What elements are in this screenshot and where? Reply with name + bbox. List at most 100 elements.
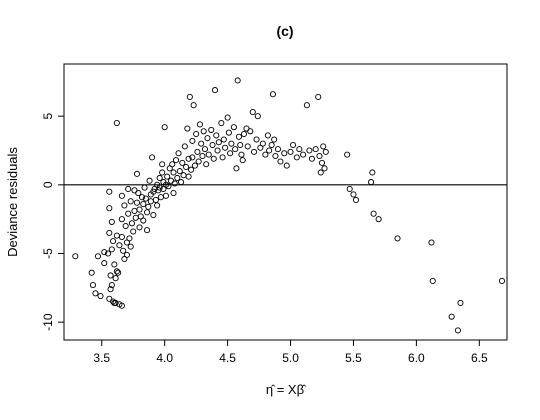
- data-point-84: [162, 192, 169, 199]
- data-point-90: [170, 169, 177, 176]
- data-point-103: [185, 155, 192, 162]
- x-tick-label: 3.5: [93, 351, 110, 365]
- data-point-187: [368, 179, 375, 186]
- data-point-123: [209, 141, 216, 149]
- data-point-25: [113, 119, 120, 127]
- data-point-148: [247, 128, 254, 135]
- data-point-100: [181, 143, 188, 150]
- data-point-120: [204, 135, 211, 142]
- data-point-166: [287, 148, 294, 155]
- data-point-118: [201, 146, 209, 153]
- data-point-8: [104, 250, 112, 257]
- data-point-102: [184, 125, 191, 132]
- data-point-173: [308, 155, 315, 162]
- data-point-69: [150, 211, 157, 219]
- data-point-34: [120, 247, 127, 254]
- data-point-26: [113, 268, 120, 275]
- data-point-130: [219, 154, 226, 161]
- data-point-94: [174, 174, 181, 182]
- data-point-47: [131, 207, 138, 214]
- data-point-46: [130, 228, 137, 235]
- data-point-63: [145, 203, 152, 210]
- x-axis-label: η̂ = Xβ̂: [266, 382, 307, 397]
- data-point-178: [318, 159, 326, 166]
- data-point-56: [138, 194, 146, 201]
- data-point-161: [272, 152, 279, 160]
- data-point-82: [161, 124, 168, 131]
- data-point-52: [135, 190, 142, 197]
- data-point-17: [108, 246, 115, 253]
- data-point-185: [352, 196, 360, 203]
- y-tick-label: -5: [41, 248, 55, 259]
- data-point-45: [128, 220, 136, 227]
- data-point-167: [290, 141, 297, 149]
- data-point-15: [108, 282, 115, 289]
- data-point-132: [222, 144, 229, 151]
- data-point-101: [183, 163, 190, 171]
- data-point-144: [239, 157, 246, 164]
- data-point-110: [191, 162, 198, 169]
- data-point-150: [250, 148, 258, 155]
- data-point-75: [156, 174, 163, 182]
- data-point-195: [457, 299, 464, 306]
- data-point-27: [115, 269, 122, 276]
- data-point-156: [264, 132, 271, 139]
- data-point-0: [72, 253, 79, 260]
- data-point-176: [316, 152, 323, 160]
- data-point-147: [244, 143, 251, 150]
- y-axis: -10 -5 0 5: [41, 113, 64, 331]
- data-point-12: [106, 229, 113, 236]
- data-point-41: [125, 210, 132, 217]
- data-point-71: [152, 196, 159, 203]
- data-point-113: [195, 158, 202, 165]
- data-point-131: [220, 136, 227, 143]
- data-point-115: [198, 140, 205, 147]
- data-point-140: [234, 77, 241, 84]
- data-point-165: [283, 162, 290, 169]
- data-point-138: [232, 146, 239, 153]
- data-point-2: [89, 282, 96, 289]
- data-point-31: [118, 216, 125, 223]
- data-point-174: [312, 146, 319, 153]
- data-point-196: [498, 277, 506, 285]
- x-tick-label: 4.0: [156, 351, 173, 365]
- data-point-151: [253, 136, 260, 143]
- data-point-93: [172, 157, 180, 164]
- x-tick-label: 5.0: [282, 351, 299, 365]
- data-point-24: [113, 232, 120, 239]
- data-point-170: [300, 151, 307, 158]
- data-point-119: [203, 161, 210, 168]
- data-point-11: [106, 205, 113, 212]
- data-point-182: [344, 151, 351, 158]
- data-point-96: [176, 168, 183, 175]
- y-tick-label: 0: [41, 181, 55, 188]
- data-point-50: [133, 199, 141, 206]
- data-point-145: [240, 130, 248, 138]
- data-point-157: [266, 147, 273, 154]
- data-point-1: [88, 269, 95, 276]
- data-point-136: [228, 140, 235, 147]
- data-point-104: [185, 173, 192, 180]
- data-point-124: [210, 155, 217, 162]
- data-point-162: [274, 146, 281, 153]
- data-point-37: [122, 222, 129, 230]
- data-point-194: [454, 327, 461, 334]
- data-point-44: [127, 198, 134, 205]
- data-point-107: [189, 137, 196, 144]
- data-point-122: [208, 126, 215, 133]
- data-point-67: [149, 154, 156, 161]
- data-point-66: [147, 198, 154, 205]
- data-point-92: [171, 180, 178, 187]
- data-point-6: [101, 260, 108, 267]
- data-point-60: [142, 195, 149, 202]
- data-point-183: [346, 185, 353, 193]
- data-point-91: [170, 190, 177, 197]
- data-point-188: [370, 210, 377, 217]
- data-point-18: [110, 238, 117, 245]
- data-point-53: [136, 224, 143, 231]
- data-point-149: [249, 109, 256, 116]
- data-point-143: [238, 151, 245, 158]
- y-tick-label: 5: [41, 113, 55, 120]
- data-point-95: [175, 150, 182, 157]
